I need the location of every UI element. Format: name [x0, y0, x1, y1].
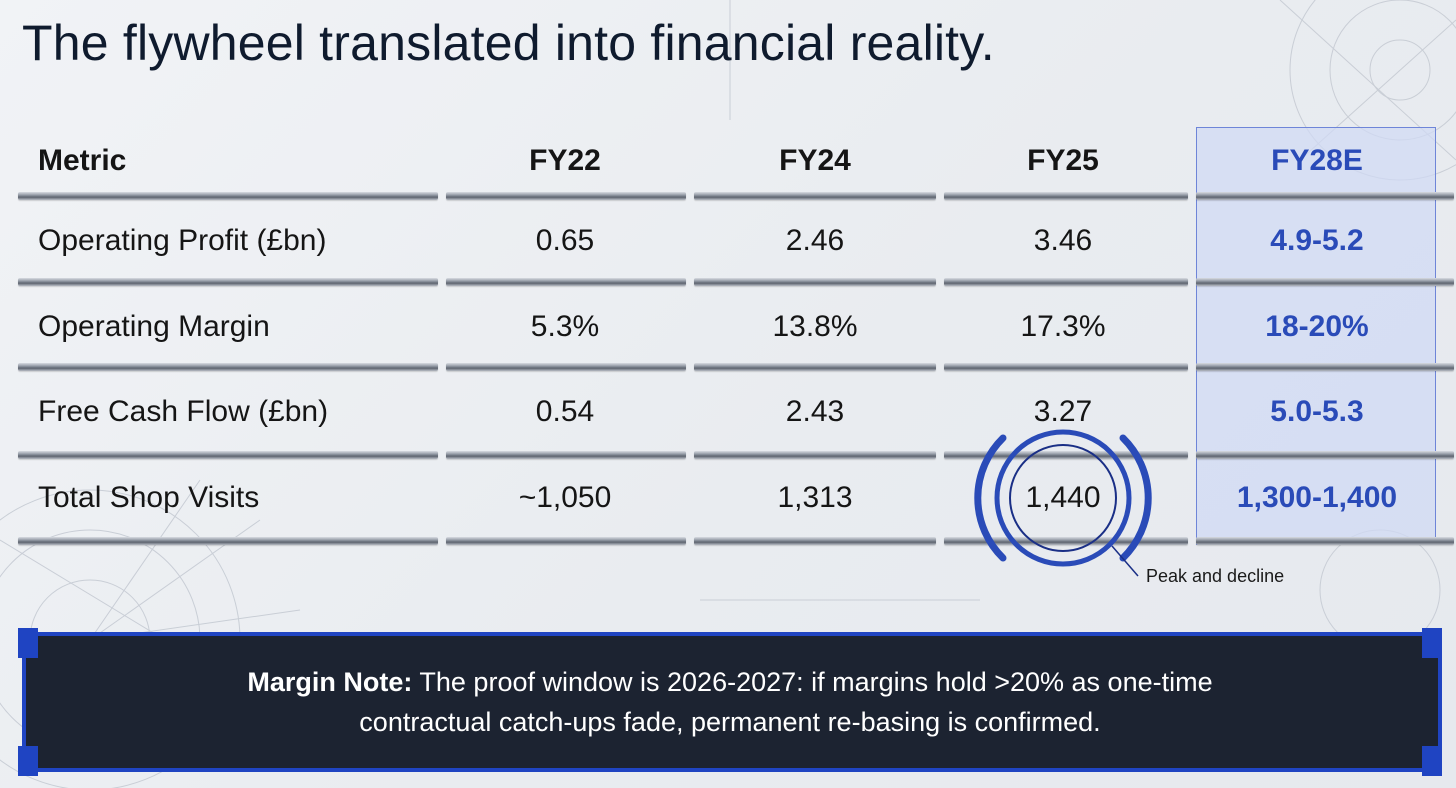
header-fy24: FY24 — [779, 144, 851, 177]
cell-total-shop-visits-fy22: ~1,050 — [518, 481, 612, 514]
row-divider — [446, 363, 686, 371]
row-divider — [18, 537, 438, 545]
page-title: The flywheel translated into financial r… — [22, 15, 995, 71]
row-divider — [446, 192, 686, 200]
margin-note-line-1: Margin Note: The proof window is 2026-20… — [60, 662, 1400, 702]
cell-total-shop-visits-fy28e: 1,300-1,400 — [1236, 481, 1398, 514]
row-label-operating-margin: Operating Margin — [38, 310, 270, 343]
cell-operating-margin-fy24: 13.8% — [772, 310, 858, 343]
row-divider — [446, 537, 686, 545]
row-label-operating-profit: Operating Profit (£bn) — [38, 224, 327, 257]
row-divider — [18, 363, 438, 371]
cell-operating-margin-fy25: 17.3% — [1020, 310, 1106, 343]
cell-total-shop-visits-fy24: 1,313 — [777, 481, 853, 514]
row-divider — [944, 192, 1188, 200]
header-fy25: FY25 — [1027, 144, 1099, 177]
cell-free-cash-flow-fy22: 0.54 — [535, 395, 595, 428]
cell-operating-margin-fy28e: 18-20% — [1265, 310, 1369, 343]
cell-operating-profit-fy24: 2.46 — [785, 224, 845, 257]
header-metric: Metric — [38, 144, 127, 177]
cell-free-cash-flow-fy24: 2.43 — [785, 395, 845, 428]
peak-and-decline-annotation: Peak and decline — [1146, 566, 1285, 586]
corner-bracket — [18, 628, 38, 658]
cell-total-shop-visits-fy25: 1,440 — [1025, 481, 1101, 514]
row-divider — [1196, 363, 1454, 371]
row-divider — [18, 192, 438, 200]
corner-bracket — [1422, 628, 1442, 658]
cell-operating-profit-fy28e: 4.9-5.2 — [1270, 224, 1364, 257]
row-divider — [944, 537, 1188, 545]
header-fy22: FY22 — [529, 144, 601, 177]
cell-operating-margin-fy22: 5.3% — [530, 310, 600, 343]
margin-note-line-2: contractual catch-ups fade, permanent re… — [359, 707, 1101, 737]
row-divider — [944, 363, 1188, 371]
corner-bracket — [18, 746, 38, 776]
row-divider — [18, 278, 438, 286]
margin-note-label: Margin Note: — [247, 667, 413, 697]
row-divider — [446, 278, 686, 286]
row-divider — [1196, 537, 1454, 545]
row-divider — [694, 278, 936, 286]
row-divider — [18, 451, 438, 459]
row-divider — [446, 451, 686, 459]
cell-free-cash-flow-fy28e: 5.0-5.3 — [1270, 395, 1364, 428]
row-divider — [694, 363, 936, 371]
row-divider — [694, 451, 936, 459]
margin-note-body-1: The proof window is 2026-2027: if margin… — [419, 667, 1213, 697]
cell-operating-profit-fy25: 3.46 — [1033, 224, 1093, 257]
row-divider — [694, 192, 936, 200]
row-label-free-cash-flow: Free Cash Flow (£bn) — [38, 395, 329, 428]
row-label-total-shop-visits: Total Shop Visits — [38, 481, 260, 514]
row-divider — [1196, 192, 1454, 200]
cell-operating-profit-fy22: 0.65 — [535, 224, 595, 257]
margin-note-panel — [22, 632, 1442, 772]
row-divider — [694, 537, 936, 545]
row-divider — [944, 278, 1188, 286]
corner-bracket — [1422, 746, 1442, 776]
header-fy28e: FY28E — [1271, 144, 1363, 177]
row-divider — [944, 451, 1188, 459]
row-divider — [1196, 451, 1454, 459]
cell-free-cash-flow-fy25: 3.27 — [1033, 395, 1093, 428]
margin-note-text: Margin Note: The proof window is 2026-20… — [60, 662, 1400, 742]
row-divider — [1196, 278, 1454, 286]
